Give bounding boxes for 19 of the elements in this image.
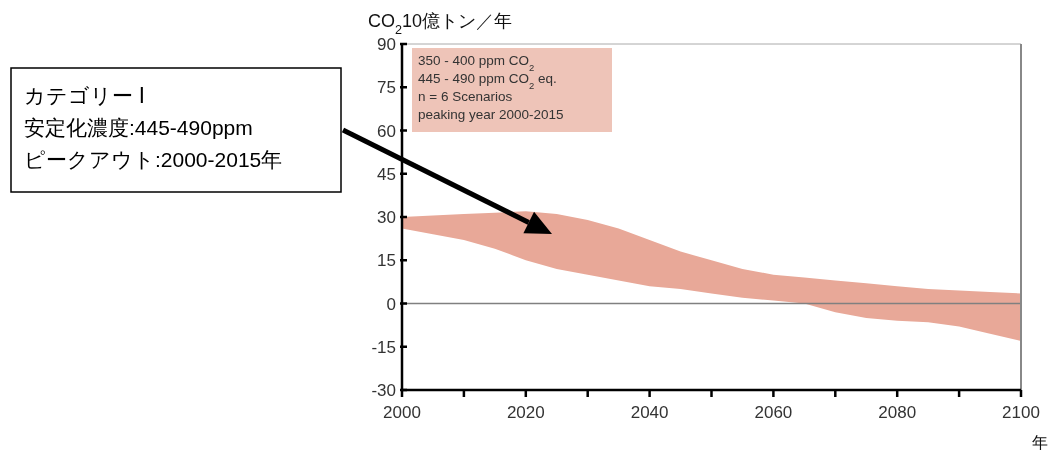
inset-note: 350 - 400 ppm CO$_{2}$ 445 - 490 ppm CO$_{2}$ eq. n = 6 Scenarios peaking year 2000-2015 [412,48,612,132]
x-tick-label: 2080 [878,403,917,422]
y-tick-label: 30 [377,208,396,227]
y-tick-label: -15 [371,337,396,357]
y-tick-label: 15 [377,251,396,271]
y-tick-label: 75 [377,78,396,98]
y-tick-label: -30 [371,381,396,400]
y-tick-label: 45 [377,164,396,184]
x-tick-label: 2040 [630,403,669,422]
y-axis-title: CO$_{2}$10億トン／年 [368,11,513,37]
x-tick-label: 2000 [383,403,421,422]
y-tick-label: 60 [377,121,396,141]
x-tick-label: 2060 [754,403,793,422]
x-axis-title: 年 [1032,434,1048,451]
x-tick-label: 2020 [506,403,545,422]
x-tick-label: 2100 [1002,403,1040,422]
callout-box: カテゴリー Ⅰ 安定化濃度:445-490ppm ピークアウト:2000-2015年 [10,67,342,193]
y-tick-label: 90 [377,35,396,54]
y-tick-label: 0 [386,294,396,314]
